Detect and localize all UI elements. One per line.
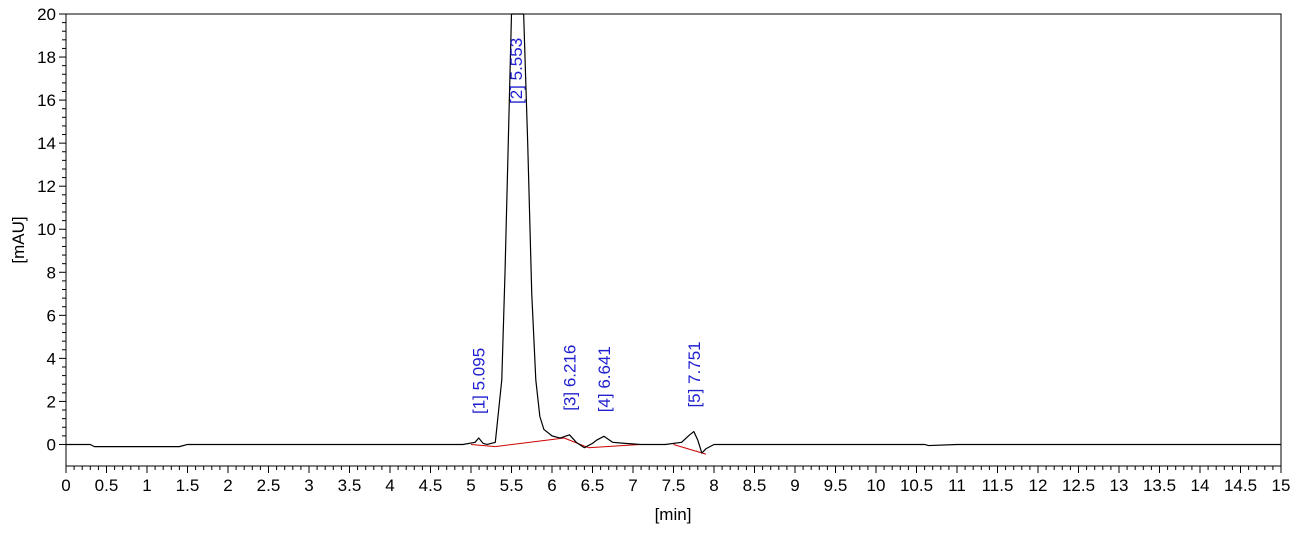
x-tick-label: 6 bbox=[547, 476, 556, 495]
x-tick-label: 8 bbox=[709, 476, 718, 495]
x-tick-label: 7 bbox=[628, 476, 637, 495]
x-tick-label: 0.5 bbox=[95, 476, 119, 495]
y-tick-label: 10 bbox=[37, 220, 56, 239]
x-tick-label: 1.5 bbox=[176, 476, 200, 495]
x-tick-label: 15 bbox=[1272, 476, 1291, 495]
x-tick-label: 11 bbox=[948, 476, 966, 495]
peak-label: [3] 6.216 bbox=[560, 345, 579, 411]
x-tick-label: 12 bbox=[1029, 476, 1048, 495]
x-tick-label: 14 bbox=[1191, 476, 1210, 495]
x-tick-label: 13 bbox=[1110, 476, 1129, 495]
y-axis-title: [mAU] bbox=[9, 216, 28, 263]
y-tick-label: 6 bbox=[47, 306, 56, 325]
y-tick-label: 8 bbox=[47, 263, 56, 282]
x-tick-label: 9 bbox=[790, 476, 799, 495]
peak-label: [1] 5.095 bbox=[470, 348, 489, 414]
x-tick-label: 5 bbox=[466, 476, 475, 495]
x-tick-label: 4 bbox=[385, 476, 394, 495]
x-tick-label: 1 bbox=[142, 476, 151, 495]
x-tick-label: 3 bbox=[304, 476, 313, 495]
signal-trace bbox=[66, 13, 1281, 454]
x-tick-label: 0 bbox=[61, 476, 70, 495]
y-tick-label: 12 bbox=[37, 177, 56, 196]
peak-labels: [1] 5.095 [2] 5.553 [3] 6.216 [4] 6.641 [5] … bbox=[470, 38, 704, 414]
x-tick-label: 14.5 bbox=[1224, 476, 1257, 495]
y-tick-label: 0 bbox=[47, 435, 56, 454]
y-tick-label: 18 bbox=[37, 48, 56, 67]
x-tick-label: 6.5 bbox=[581, 476, 605, 495]
x-tick-label: 13.5 bbox=[1143, 476, 1176, 495]
y-tick-label: 4 bbox=[47, 349, 56, 368]
x-tick-label: 10.5 bbox=[900, 476, 933, 495]
x-tick-label: 2.5 bbox=[257, 476, 281, 495]
x-tick-label: 8.5 bbox=[743, 476, 767, 495]
integration-baseline bbox=[673, 443, 707, 455]
peak-label: [5] 7.751 bbox=[685, 341, 704, 407]
x-axis: 0 0.5 1 1.5 2 2.5 3 3.5 4 4.5 5 5.5 6 6.5 7 7.5 8 8.5 9 9.5… bbox=[61, 466, 1290, 495]
integration-baseline bbox=[588, 443, 642, 449]
peak-label: [2] 5.553 bbox=[507, 38, 526, 104]
x-tick-label: 3.5 bbox=[338, 476, 362, 495]
integration-baseline bbox=[470, 443, 496, 448]
x-tick-label: 7.5 bbox=[662, 476, 686, 495]
x-axis-title: [min] bbox=[655, 505, 692, 524]
y-axis: 0 2 4 6 8 10 12 14 16 18 20 bbox=[37, 5, 66, 454]
y-tick-label: 2 bbox=[47, 392, 56, 411]
plot-frame bbox=[65, 13, 1282, 467]
x-tick-label: 12.5 bbox=[1062, 476, 1095, 495]
y-tick-label: 14 bbox=[37, 134, 56, 153]
x-tick-label: 4.5 bbox=[419, 476, 443, 495]
x-tick-label: 2 bbox=[223, 476, 232, 495]
x-tick-label: 11.5 bbox=[982, 476, 1014, 495]
x-tick-label: 10 bbox=[867, 476, 886, 495]
integration-baseline bbox=[495, 437, 565, 448]
y-tick-label: 16 bbox=[37, 91, 56, 110]
x-tick-label: 9.5 bbox=[824, 476, 848, 495]
trace-group bbox=[66, 13, 1281, 454]
y-tick-label: 20 bbox=[37, 5, 56, 24]
peak-label: [4] 6.641 bbox=[595, 346, 614, 412]
x-tick-label: 5.5 bbox=[500, 476, 524, 495]
